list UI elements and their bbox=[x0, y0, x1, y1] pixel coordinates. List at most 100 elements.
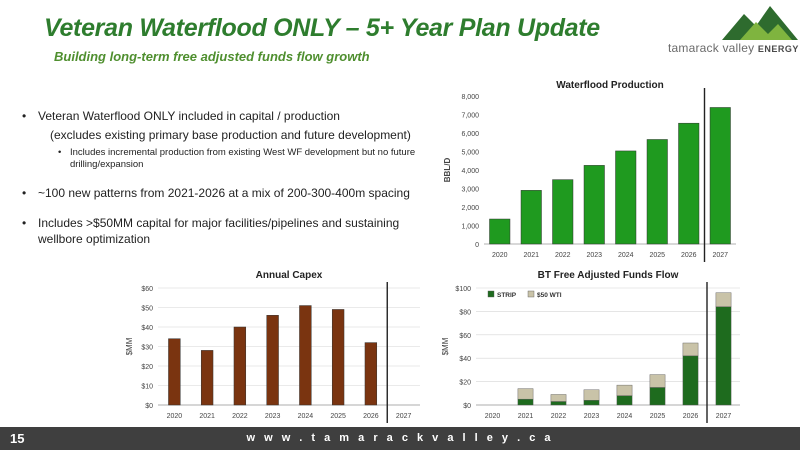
y-tick-label: $10 bbox=[141, 384, 153, 391]
bar-strip-2022 bbox=[550, 401, 567, 406]
bar-50-wti-2022 bbox=[550, 394, 567, 402]
x-tick-label: 2026 bbox=[683, 413, 699, 420]
logo-suffix: ENERGY bbox=[757, 44, 799, 54]
page-number: 15 bbox=[10, 431, 25, 446]
y-tick-label: $20 bbox=[459, 380, 471, 387]
bar-strip-2025 bbox=[649, 387, 666, 406]
free-funds-flow-chart: BT Free Adjusted Funds Flow $0 $20 $40 $60 $8… bbox=[441, 270, 740, 423]
x-tick-label: 2025 bbox=[650, 413, 666, 420]
bar-strip-2024 bbox=[616, 395, 633, 406]
x-tick-label: 2020 bbox=[485, 413, 501, 420]
bar-50-wti-2027 bbox=[715, 292, 732, 307]
annual-capex-chart: Annual Capex $0 $10 $20 $30 $40 $50 $60 $MM 2020 2… bbox=[125, 270, 420, 423]
bar-2021 bbox=[520, 190, 542, 245]
bar-50-wti-2021 bbox=[517, 388, 534, 400]
y-tick-label: $100 bbox=[455, 286, 471, 293]
x-tick-label: 2021 bbox=[518, 413, 534, 420]
legend-label-50-wti: $50 WTI bbox=[537, 292, 562, 299]
x-tick-label: 2027 bbox=[716, 413, 732, 420]
y-tick-label: 4,000 bbox=[461, 168, 479, 175]
x-tick-label: 2020 bbox=[167, 413, 183, 420]
bar-50-wti-2023 bbox=[583, 389, 600, 401]
x-tick-label: 2020 bbox=[492, 252, 508, 259]
chart-title: BT Free Adjusted Funds Flow bbox=[538, 270, 679, 281]
x-tick-label: 2025 bbox=[330, 413, 346, 420]
y-axis-label: $MM bbox=[441, 337, 450, 355]
bar-2026 bbox=[678, 122, 700, 245]
y-tick-label: 8,000 bbox=[461, 94, 479, 101]
y-tick-label: 1,000 bbox=[461, 224, 479, 231]
y-tick-label: $80 bbox=[459, 309, 471, 316]
x-tick-label: 2026 bbox=[681, 252, 697, 259]
bar-2022 bbox=[552, 179, 574, 245]
legend-swatch-50-wti bbox=[527, 290, 535, 298]
bullet-item: Includes >$50MM capital for major facili… bbox=[22, 215, 427, 247]
x-tick-label: 2022 bbox=[232, 413, 248, 420]
company-logo: tamarack valley ENERGY bbox=[660, 4, 800, 60]
website-link[interactable]: w w w . t a m a r a c k v a l l e y . c … bbox=[246, 432, 554, 444]
logo-wordmark: tamarack valley ENERGY bbox=[668, 41, 799, 55]
bar-2022 bbox=[233, 326, 247, 406]
y-tick-label: 3,000 bbox=[461, 187, 479, 194]
y-tick-label: $20 bbox=[141, 364, 153, 371]
y-tick-label: $50 bbox=[141, 306, 153, 313]
x-tick-label: 2025 bbox=[649, 252, 665, 259]
bar-2021 bbox=[200, 350, 214, 406]
x-tick-label: 2024 bbox=[617, 413, 633, 420]
bar-2020 bbox=[168, 338, 181, 406]
bar-2027 bbox=[709, 107, 731, 245]
chart-title: Waterflood Production bbox=[556, 80, 663, 91]
y-tick-label: $40 bbox=[141, 325, 153, 332]
y-tick-label: $0 bbox=[463, 403, 471, 410]
y-tick-label: 6,000 bbox=[461, 131, 479, 138]
y-tick-label: 2,000 bbox=[461, 205, 479, 212]
bar-2023 bbox=[583, 165, 605, 245]
bar-50-wti-2025 bbox=[649, 374, 666, 388]
bar-strip-2021 bbox=[517, 398, 534, 406]
x-tick-label: 2024 bbox=[618, 252, 634, 259]
bar-2026 bbox=[364, 342, 378, 406]
y-tick-label: 5,000 bbox=[461, 150, 479, 157]
bullet-item: Veteran Waterflood ONLY included in capi… bbox=[22, 108, 427, 124]
sub-bullet-item: Includes incremental production from exi… bbox=[22, 147, 427, 171]
page-subtitle: Building long-term free adjusted funds f… bbox=[54, 49, 370, 64]
legend-label-strip: STRIP bbox=[497, 292, 517, 299]
page-title: Veteran Waterflood ONLY – 5+ Year Plan U… bbox=[44, 14, 600, 42]
bar-strip-2027 bbox=[715, 306, 732, 406]
bar-2020 bbox=[489, 218, 511, 245]
x-tick-label: 2027 bbox=[396, 413, 412, 420]
bar-strip-2026 bbox=[682, 355, 699, 406]
y-tick-label: 7,000 bbox=[461, 113, 479, 120]
y-tick-label: $0 bbox=[145, 403, 153, 410]
bullet-continuation: (excludes existing primary base producti… bbox=[50, 128, 411, 142]
x-tick-label: 2023 bbox=[586, 252, 602, 259]
waterflood-production-chart: Waterflood Production 0 1,000 2,000 3,000 4,0… bbox=[443, 80, 736, 262]
bar-2024 bbox=[615, 150, 637, 245]
x-tick-label: 2027 bbox=[712, 252, 728, 259]
bar-50-wti-2026 bbox=[682, 342, 699, 357]
y-tick-label: $40 bbox=[459, 356, 471, 363]
x-tick-label: 2023 bbox=[584, 413, 600, 420]
x-tick-label: 2022 bbox=[555, 252, 571, 259]
x-tick-label: 2023 bbox=[265, 413, 281, 420]
logo-name: tamarack valley bbox=[668, 41, 755, 55]
bar-2024 bbox=[299, 305, 312, 406]
y-axis-label: $MM bbox=[125, 337, 134, 355]
bar-strip-2023 bbox=[583, 400, 600, 406]
legend-swatch-strip bbox=[487, 290, 495, 298]
x-tick-label: 2022 bbox=[551, 413, 567, 420]
bar-50-wti-2024 bbox=[616, 384, 633, 396]
bar-2025 bbox=[646, 139, 668, 245]
bullet-item: ~100 new patterns from 2021-2026 at a mi… bbox=[22, 185, 427, 201]
x-tick-label: 2021 bbox=[523, 252, 539, 259]
bullet-list: Veteran Waterflood ONLY included in capi… bbox=[22, 108, 427, 247]
y-tick-label: 0 bbox=[475, 242, 479, 249]
chart-title: Annual Capex bbox=[256, 270, 323, 281]
y-tick-label: $60 bbox=[459, 333, 471, 340]
footer-bar: 15 w w w . t a m a r a c k v a l l e y .… bbox=[0, 427, 800, 450]
y-tick-label: $60 bbox=[141, 286, 153, 293]
x-tick-label: 2021 bbox=[199, 413, 215, 420]
y-tick-label: $30 bbox=[141, 345, 153, 352]
y-axis-label: BBL/D bbox=[443, 158, 452, 183]
x-tick-label: 2026 bbox=[363, 413, 379, 420]
